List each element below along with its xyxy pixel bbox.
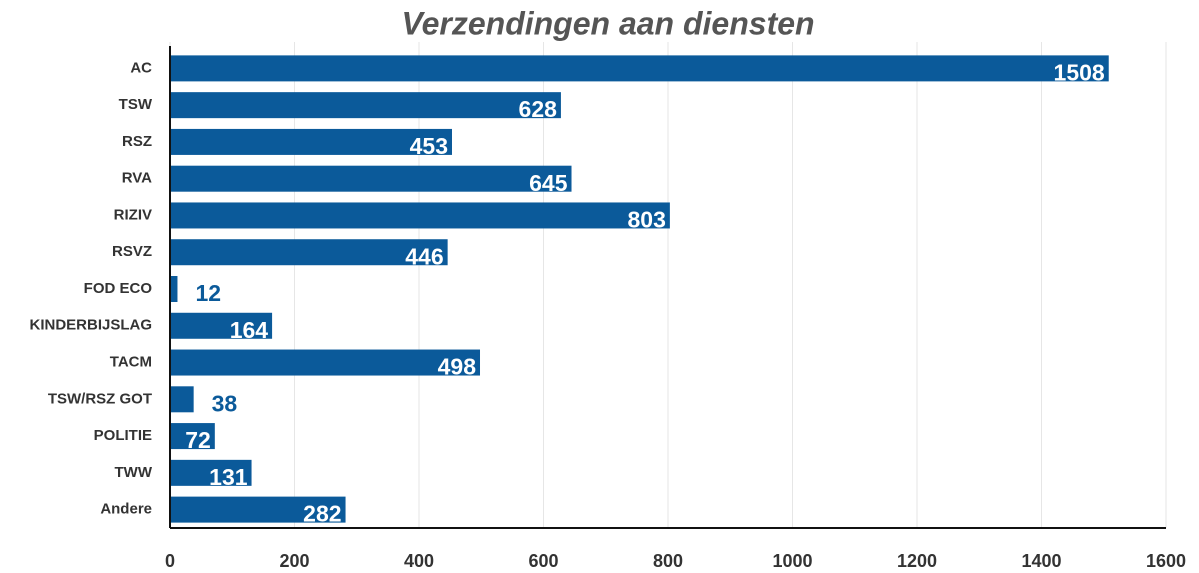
y-tick-label: KINDERBIJSLAG — [29, 317, 152, 334]
value-label: 498 — [438, 354, 477, 380]
value-label: 12 — [195, 280, 221, 306]
bar — [170, 202, 670, 229]
x-tick-label: 0 — [165, 551, 175, 571]
bar — [170, 349, 481, 376]
value-label: 803 — [627, 207, 665, 233]
bar — [170, 312, 273, 339]
value-label: 628 — [519, 96, 558, 122]
bar — [170, 386, 194, 413]
chart-title: Verzendingen aan diensten — [401, 5, 814, 41]
y-tick-label: TWW — [115, 464, 153, 481]
bar — [170, 496, 346, 523]
value-label: 72 — [185, 427, 211, 453]
y-tick-label: TSW — [119, 96, 153, 113]
y-tick-label: RIZIV — [114, 206, 152, 223]
value-label: 164 — [230, 317, 269, 343]
bar — [170, 165, 572, 192]
bar — [170, 239, 448, 266]
x-tick-label: 400 — [404, 551, 434, 571]
bar — [170, 423, 215, 450]
y-tick-label: TSW/RSZ GOT — [48, 390, 152, 407]
x-tick-label: 800 — [653, 551, 683, 571]
value-label: 38 — [212, 390, 238, 416]
bar — [170, 55, 1109, 82]
value-label: 282 — [303, 501, 341, 527]
y-tick-label: POLITIE — [94, 427, 152, 444]
y-tick-label: RSZ — [122, 133, 152, 150]
y-tick-label: RVA — [122, 170, 152, 187]
bar — [170, 92, 561, 119]
x-tick-label: 200 — [279, 551, 309, 571]
value-label: 453 — [410, 133, 448, 159]
value-label: 1508 — [1054, 59, 1105, 85]
bar — [170, 276, 178, 302]
value-label: 645 — [529, 170, 568, 196]
x-tick-label: 1000 — [772, 551, 812, 571]
x-tick-label: 600 — [528, 551, 558, 571]
y-tick-label: AC — [130, 59, 152, 76]
y-tick-label: TACM — [110, 354, 152, 371]
bar — [170, 459, 252, 486]
value-label: 446 — [405, 243, 443, 269]
x-tick-label: 1200 — [897, 551, 937, 571]
x-tick-label: 1400 — [1021, 551, 1061, 571]
x-tick-label: 1600 — [1146, 551, 1186, 571]
y-tick-label: RSVZ — [112, 243, 152, 260]
y-tick-label: Andere — [100, 501, 152, 518]
bar — [170, 128, 452, 155]
y-tick-label: FOD ECO — [84, 280, 153, 297]
value-label: 131 — [209, 464, 248, 490]
